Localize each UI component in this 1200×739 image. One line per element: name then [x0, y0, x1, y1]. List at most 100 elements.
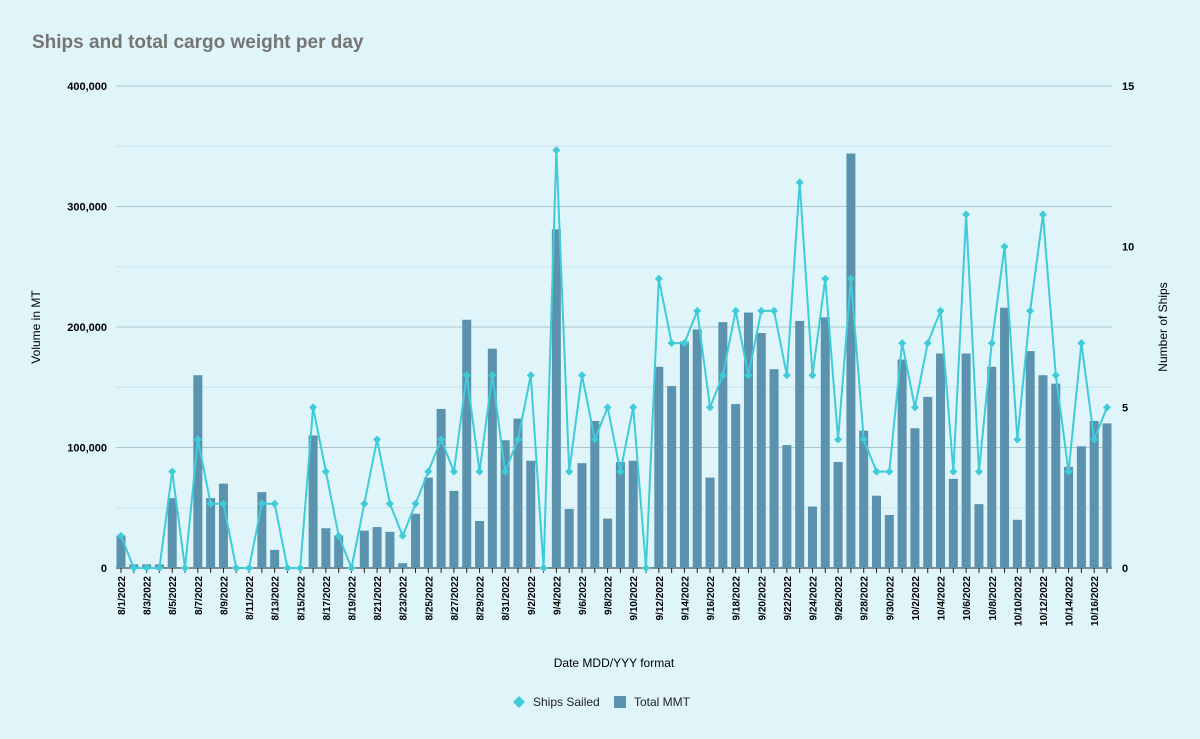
- bar-total-mmt: [987, 366, 997, 568]
- bar-total-mmt: [257, 492, 267, 568]
- x-tick-label: 8/13/2022: [271, 576, 282, 621]
- y2-tick-label: 10: [1122, 242, 1134, 254]
- x-tick-label: 8/1/2022: [117, 576, 128, 615]
- bar-total-mmt: [500, 440, 510, 568]
- bar-total-mmt: [321, 528, 331, 568]
- point-ships-sailed: [501, 467, 510, 476]
- x-tick-label: 8/7/2022: [194, 576, 205, 615]
- point-ships-sailed: [821, 274, 830, 283]
- point-ships-sailed: [270, 499, 279, 508]
- chart-title: Ships and total cargo weight per day: [32, 32, 364, 53]
- bar-total-mmt: [961, 353, 971, 568]
- bar-total-mmt: [718, 322, 728, 568]
- point-ships-sailed: [526, 371, 535, 380]
- point-ships-sailed: [513, 435, 522, 444]
- bar-total-mmt: [756, 333, 766, 568]
- x-tick-label: 9/8/2022: [604, 576, 615, 615]
- x-tick-label: 9/16/2022: [706, 576, 717, 621]
- bar-total-mmt: [270, 549, 280, 568]
- bar-total-mmt: [167, 498, 177, 568]
- x-tick-label: 8/3/2022: [143, 576, 154, 615]
- point-ships-sailed: [718, 371, 727, 380]
- x-tick-label: 9/28/2022: [860, 576, 871, 621]
- point-ships-sailed: [642, 564, 651, 572]
- x-tick-label: 9/14/2022: [680, 576, 691, 621]
- y-tick-label: 200,000: [67, 322, 107, 334]
- bar-total-mmt: [436, 408, 446, 568]
- bar-total-mmt: [1064, 466, 1074, 568]
- bar-total-mmt: [1089, 420, 1099, 568]
- bar-total-mmt: [116, 535, 126, 568]
- point-ships-sailed: [552, 146, 561, 155]
- bar-total-mmt: [628, 460, 638, 568]
- point-ships-sailed: [1013, 435, 1022, 444]
- bar-total-mmt: [564, 508, 574, 568]
- point-ships-sailed: [577, 371, 586, 380]
- y2-tick-label: 5: [1122, 402, 1128, 414]
- bar-total-mmt: [859, 430, 869, 568]
- x-tick-label: 10/8/2022: [988, 576, 999, 621]
- bar-total-mmt: [743, 312, 753, 568]
- bar-total-mmt: [846, 153, 856, 569]
- x-tick-label: 8/23/2022: [399, 576, 410, 621]
- point-ships-sailed: [910, 403, 919, 412]
- y2-tick-label: 0: [1122, 563, 1128, 575]
- point-ships-sailed: [117, 531, 125, 540]
- point-ships-sailed: [437, 435, 446, 444]
- bar-total-mmt: [218, 483, 228, 568]
- bar-total-mmt: [1025, 351, 1035, 568]
- x-tick-label: 9/20/2022: [757, 576, 768, 621]
- y-tick-label: 100,000: [67, 443, 107, 455]
- point-ships-sailed: [654, 274, 663, 283]
- point-ships-sailed: [1000, 242, 1009, 251]
- bar-total-mmt: [385, 531, 395, 568]
- point-ships-sailed: [872, 467, 881, 476]
- point-ships-sailed: [245, 564, 254, 572]
- bar-total-mmt: [1102, 423, 1112, 568]
- x-tick-label: 9/22/2022: [783, 576, 794, 621]
- bar-total-mmt: [308, 435, 318, 568]
- bar-total-mmt: [603, 518, 613, 568]
- point-ships-sailed: [898, 339, 907, 348]
- bar-total-mmt: [692, 329, 702, 568]
- point-ships-sailed: [680, 339, 689, 348]
- point-ships-sailed: [296, 564, 305, 572]
- point-ships-sailed: [936, 306, 945, 315]
- bar-total-mmt: [411, 513, 421, 568]
- point-ships-sailed: [706, 403, 715, 412]
- point-ships-sailed: [693, 306, 702, 315]
- point-ships-sailed: [449, 467, 458, 476]
- bar-total-mmt: [513, 418, 523, 568]
- point-ships-sailed: [974, 467, 983, 476]
- legend-ships-sailed-marker: [513, 696, 525, 708]
- point-ships-sailed: [334, 531, 343, 540]
- bar-total-mmt: [551, 229, 561, 568]
- legend-total-mmt-marker: [614, 696, 626, 708]
- x-tick-label: 8/21/2022: [373, 576, 384, 621]
- x-tick-label: 10/4/2022: [937, 576, 948, 621]
- point-ships-sailed: [142, 564, 151, 572]
- x-tick-label: 9/24/2022: [808, 576, 819, 621]
- x-tick-label: 8/15/2022: [296, 576, 307, 621]
- point-ships-sailed: [1038, 210, 1047, 219]
- bar-total-mmt: [1076, 446, 1086, 568]
- bar-total-mmt: [948, 478, 958, 568]
- point-ships-sailed: [539, 564, 548, 572]
- point-ships-sailed: [257, 499, 266, 508]
- point-ships-sailed: [398, 531, 407, 540]
- bar-total-mmt: [334, 535, 344, 568]
- x-tick-label: 8/17/2022: [322, 576, 333, 621]
- point-ships-sailed: [757, 306, 766, 315]
- x-tick-label: 9/2/2022: [527, 576, 538, 615]
- point-ships-sailed: [385, 499, 394, 508]
- point-ships-sailed: [1090, 435, 1099, 444]
- bar-total-mmt: [193, 375, 203, 568]
- point-ships-sailed: [462, 371, 471, 380]
- bar-total-mmt: [206, 498, 216, 568]
- point-ships-sailed: [565, 467, 574, 476]
- bar-total-mmt: [590, 420, 600, 568]
- bar-total-mmt: [679, 341, 689, 568]
- bar-total-mmt: [705, 477, 715, 568]
- point-ships-sailed: [193, 435, 202, 444]
- point-ships-sailed: [283, 564, 292, 572]
